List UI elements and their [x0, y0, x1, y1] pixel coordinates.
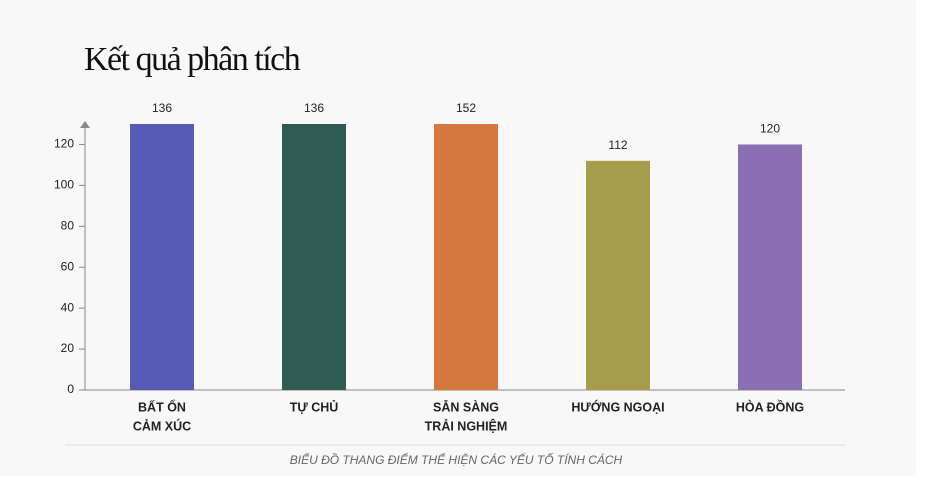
- y-tick-label: 60: [61, 259, 75, 273]
- chart-title: Kết quả phân tích: [84, 41, 301, 78]
- bar: [586, 160, 650, 390]
- x-tick-label: SẴN SÀNG: [433, 399, 499, 414]
- y-tick-label: 40: [61, 300, 75, 314]
- y-tick-label: 20: [61, 341, 75, 355]
- y-tick-label: 120: [54, 137, 74, 151]
- bar: [434, 124, 498, 390]
- value-label: 152: [456, 101, 476, 115]
- y-tick-label: 100: [54, 178, 74, 192]
- value-label: 120: [760, 122, 780, 136]
- x-tick-label: CẢM XÚC: [133, 418, 191, 433]
- x-tick-label: HÒA ĐỒNG: [736, 399, 804, 414]
- bar: [738, 144, 802, 390]
- bar: [282, 124, 346, 390]
- x-tick-label: TRẢI NGHIỆM: [425, 418, 508, 433]
- bar: [130, 124, 194, 390]
- value-label: 136: [304, 101, 324, 115]
- y-axis-arrow: [80, 121, 90, 128]
- x-tick-label: TỰ CHỦ: [290, 399, 339, 414]
- x-tick-label: HƯỚNG NGOẠI: [571, 399, 664, 414]
- value-label: 136: [152, 101, 172, 115]
- y-tick-label: 0: [67, 382, 74, 396]
- y-tick-label: 80: [61, 218, 75, 232]
- caption: BIỂU ĐỒ THANG ĐIỂM THỂ HIỆN CÁC YẾU TỐ T…: [290, 452, 623, 467]
- value-label: 112: [608, 138, 627, 152]
- x-tick-label: BẤT ỔN: [138, 399, 186, 414]
- bars: [130, 124, 802, 390]
